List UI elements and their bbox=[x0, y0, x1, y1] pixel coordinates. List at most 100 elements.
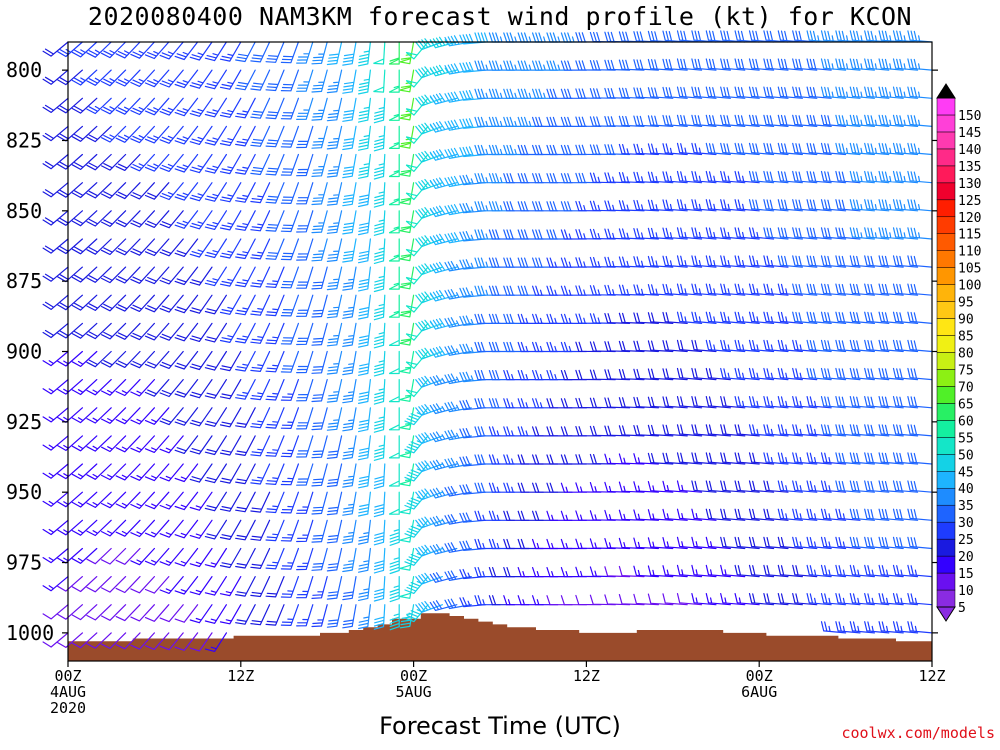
wind-barb bbox=[415, 404, 443, 416]
wind-barb bbox=[546, 201, 573, 212]
wind-barb bbox=[444, 373, 472, 385]
wind-barb bbox=[792, 170, 818, 184]
wind-barb bbox=[820, 621, 847, 634]
wind-barb bbox=[777, 452, 803, 465]
wind-barb bbox=[444, 232, 472, 244]
wind-barb bbox=[546, 88, 573, 99]
wind-barb bbox=[235, 350, 256, 372]
colorbar-label: 45 bbox=[958, 465, 974, 480]
wind-barb bbox=[71, 182, 98, 199]
wind-barb bbox=[235, 238, 256, 260]
wind-barb bbox=[633, 284, 659, 296]
wind-barb bbox=[618, 228, 645, 240]
wind-barb bbox=[589, 88, 616, 99]
wind-barb bbox=[280, 491, 299, 514]
wind-barb bbox=[204, 322, 227, 343]
wind-barb bbox=[503, 88, 530, 99]
wind-barb bbox=[792, 424, 818, 437]
wind-barb bbox=[429, 261, 458, 274]
wind-barb bbox=[204, 379, 227, 399]
wind-barb bbox=[878, 536, 904, 550]
wind-barb bbox=[792, 311, 818, 324]
wind-barb bbox=[235, 266, 256, 288]
wind-barb bbox=[373, 407, 386, 433]
wind-barb bbox=[280, 350, 299, 373]
wind-barb bbox=[204, 519, 227, 540]
wind-barb bbox=[806, 339, 832, 353]
wind-barb bbox=[849, 86, 875, 99]
wind-barb bbox=[250, 182, 271, 204]
wind-barb bbox=[589, 116, 616, 127]
wind-barb bbox=[604, 538, 631, 550]
wind-barb bbox=[130, 379, 155, 397]
wind-barb bbox=[86, 491, 112, 508]
wind-barb bbox=[204, 632, 227, 652]
wind-barb bbox=[705, 58, 731, 71]
wind-barb bbox=[444, 147, 472, 159]
wind-barb bbox=[388, 238, 400, 262]
wind-barb bbox=[326, 238, 343, 262]
wind-barb bbox=[777, 536, 803, 550]
wind-barb bbox=[86, 604, 112, 621]
wind-barb bbox=[734, 58, 760, 71]
wind-barb bbox=[388, 294, 400, 318]
wind-barb bbox=[429, 459, 458, 471]
wind-barb bbox=[444, 570, 472, 581]
wind-barb bbox=[174, 238, 199, 257]
wind-barb bbox=[204, 266, 227, 287]
wind-barb bbox=[415, 94, 443, 107]
wind-barb bbox=[734, 536, 760, 550]
wind-barb bbox=[878, 30, 904, 43]
wind-barb bbox=[250, 41, 271, 63]
wind-barb bbox=[235, 435, 256, 456]
wind-barb bbox=[358, 266, 371, 292]
wind-barb bbox=[235, 604, 256, 625]
wind-barb bbox=[326, 41, 343, 66]
wind-barb bbox=[235, 547, 256, 569]
wind-barb bbox=[174, 435, 199, 454]
x-tick-label: 2020 bbox=[50, 699, 86, 717]
wind-barb bbox=[864, 396, 890, 409]
wind-barb bbox=[296, 435, 314, 458]
wind-barb bbox=[748, 170, 775, 184]
wind-barb bbox=[342, 210, 357, 235]
wind-barb bbox=[618, 256, 645, 268]
wind-barb bbox=[820, 508, 847, 521]
wind-barb bbox=[415, 263, 443, 276]
wind-barb bbox=[734, 255, 760, 268]
wind-barb bbox=[159, 182, 184, 201]
wind-barb bbox=[748, 283, 775, 296]
wind-barb bbox=[820, 311, 847, 324]
wind-barb bbox=[806, 199, 832, 212]
wind-barb bbox=[474, 201, 501, 212]
wind-barb bbox=[676, 58, 703, 71]
wind-barb bbox=[358, 547, 371, 573]
colorbar-label: 5 bbox=[958, 601, 966, 616]
wind-barb bbox=[517, 116, 544, 127]
wind-barb bbox=[532, 341, 559, 353]
wind-barb bbox=[503, 398, 530, 409]
wind-barb bbox=[174, 379, 199, 398]
wind-barb bbox=[503, 229, 530, 240]
wind-barb bbox=[748, 339, 775, 353]
wind-barb bbox=[503, 60, 530, 71]
wind-barb bbox=[159, 294, 184, 313]
wind-barb bbox=[589, 172, 616, 184]
wind-barb bbox=[57, 322, 83, 339]
wind-barb bbox=[358, 463, 371, 489]
wind-barb bbox=[892, 227, 919, 240]
wind-barb bbox=[115, 41, 141, 59]
wind-barb bbox=[373, 576, 386, 602]
wind-barb bbox=[820, 424, 847, 437]
wind-barb bbox=[532, 313, 559, 324]
wind-barb bbox=[144, 519, 170, 538]
wind-barb bbox=[57, 69, 83, 86]
wind-barb bbox=[388, 407, 400, 431]
wind-barb bbox=[546, 60, 573, 71]
wind-barb bbox=[907, 367, 933, 381]
wind-barb bbox=[835, 86, 861, 99]
wind-barb bbox=[115, 210, 141, 228]
wind-barb bbox=[174, 125, 199, 145]
wind-barb bbox=[358, 350, 371, 376]
wind-barb bbox=[250, 463, 271, 485]
